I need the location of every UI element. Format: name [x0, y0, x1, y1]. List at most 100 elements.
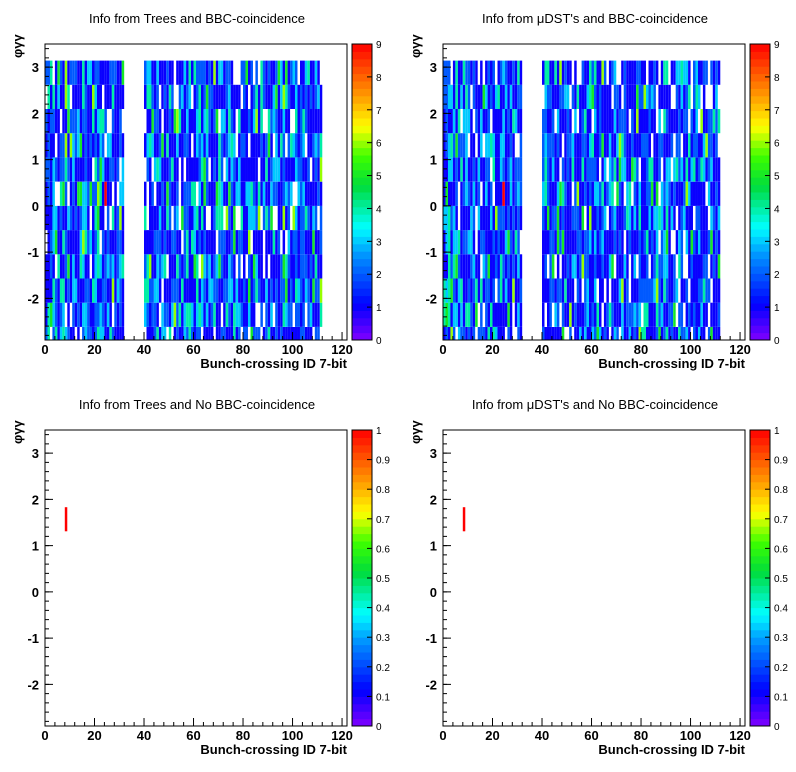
heatmap-cell	[163, 181, 167, 206]
heatmap-cell	[215, 327, 219, 340]
heatmap-cell	[168, 109, 172, 134]
colorbar-tick-label: 0.3	[774, 633, 788, 644]
heatmap-cell	[452, 181, 456, 206]
heatmap-cell	[282, 254, 286, 279]
heatmap-cell	[443, 181, 446, 206]
heatmap-cell	[487, 230, 491, 255]
colorbar-band	[352, 607, 372, 616]
heatmap-cell	[581, 181, 585, 206]
heatmap-cell	[445, 60, 448, 85]
heatmap-cell	[561, 157, 565, 182]
heatmap-cell	[111, 109, 115, 134]
heatmap-cell	[564, 133, 567, 158]
heatmap-cell	[480, 278, 483, 303]
heatmap-cell	[514, 157, 518, 182]
heatmap-cell	[695, 205, 698, 231]
heatmap-cell	[443, 302, 446, 327]
heatmap-cell	[163, 205, 167, 231]
heatmap-cell	[69, 133, 73, 158]
heatmap-cell	[295, 157, 298, 182]
heatmap-cell	[705, 133, 708, 158]
heatmap-cell	[97, 205, 100, 231]
heatmap-cell	[290, 302, 293, 327]
heatmap-cell	[59, 327, 63, 340]
heatmap-cell	[119, 133, 122, 158]
heatmap-cell	[586, 133, 590, 158]
colorbar-band	[750, 236, 770, 245]
heatmap-cell	[208, 278, 211, 303]
heatmap-cell	[151, 254, 154, 279]
heatmap-cell	[705, 254, 708, 279]
colorbar-band	[352, 317, 372, 326]
heatmap-cell	[504, 60, 508, 85]
heatmap-cell	[608, 254, 612, 279]
heatmap-cell	[698, 133, 701, 158]
heatmap-cell	[94, 327, 97, 340]
heatmap-cell	[280, 84, 283, 109]
heatmap-cell	[186, 254, 189, 279]
colorbar-band	[750, 266, 770, 274]
heatmap-cell	[161, 327, 164, 340]
heatmap-cell	[613, 157, 617, 182]
heatmap-cell	[92, 302, 95, 327]
heatmap-cell	[285, 60, 288, 85]
colorbar-band	[750, 541, 770, 549]
heatmap-cell	[171, 230, 174, 255]
heatmap-cell	[717, 181, 721, 206]
heatmap-cell	[519, 181, 523, 206]
heatmap-cell	[633, 157, 637, 182]
heatmap-cell	[596, 84, 599, 109]
heatmap-cell	[317, 254, 320, 279]
heatmap-cell	[470, 205, 473, 231]
heatmap-cell	[176, 60, 179, 85]
heatmap-cell	[507, 327, 510, 340]
heatmap-cell	[574, 133, 577, 158]
heatmap-cell	[641, 254, 644, 279]
heatmap-cell	[116, 109, 120, 134]
heatmap-cell	[285, 205, 288, 231]
heatmap-cell	[82, 181, 85, 206]
heatmap-cell	[265, 230, 268, 255]
colorbar-band	[352, 295, 372, 304]
colorbar-band	[352, 696, 372, 705]
heatmap-cell	[452, 157, 456, 182]
heatmap-cell	[149, 60, 152, 85]
heatmap-cell	[149, 327, 152, 340]
heatmap-cell	[660, 327, 664, 340]
heatmap-cell	[589, 84, 592, 109]
heatmap-cell	[549, 302, 552, 327]
heatmap-cell	[82, 302, 85, 327]
heatmap-cell	[487, 157, 491, 182]
heatmap-cell	[228, 60, 231, 85]
heatmap-cell	[188, 109, 192, 134]
colorbar-band	[352, 118, 372, 126]
colorbar-band	[352, 437, 372, 446]
heatmap-cell	[698, 302, 701, 327]
heatmap-cell	[270, 181, 273, 206]
heatmap-cell	[54, 278, 58, 303]
heatmap-cell	[450, 109, 453, 134]
heatmap-cell	[252, 84, 256, 109]
heatmap-cell	[265, 181, 268, 206]
heatmap-cell	[670, 109, 674, 134]
heatmap-cell	[280, 109, 283, 134]
heatmap-cell	[144, 60, 147, 85]
heatmap-cell	[146, 109, 149, 134]
heatmap-cell	[161, 230, 164, 255]
heatmap-cell	[255, 133, 258, 158]
heatmap-cell	[158, 157, 162, 182]
heatmap-cell	[462, 60, 466, 85]
heatmap-cell	[163, 302, 167, 327]
heatmap-cell	[161, 302, 164, 327]
heatmap-cell	[287, 254, 291, 279]
heatmap-cell	[717, 109, 721, 134]
heatmap-cell	[64, 254, 68, 279]
colorbar-band	[750, 474, 770, 483]
heatmap-cell	[710, 230, 713, 255]
heatmap-cell	[556, 230, 560, 255]
heatmap-cell	[74, 84, 78, 109]
colorbar-band	[750, 689, 770, 697]
colorbar-band	[352, 88, 372, 97]
heatmap-cell	[304, 327, 308, 340]
heatmap-cell	[566, 254, 570, 279]
